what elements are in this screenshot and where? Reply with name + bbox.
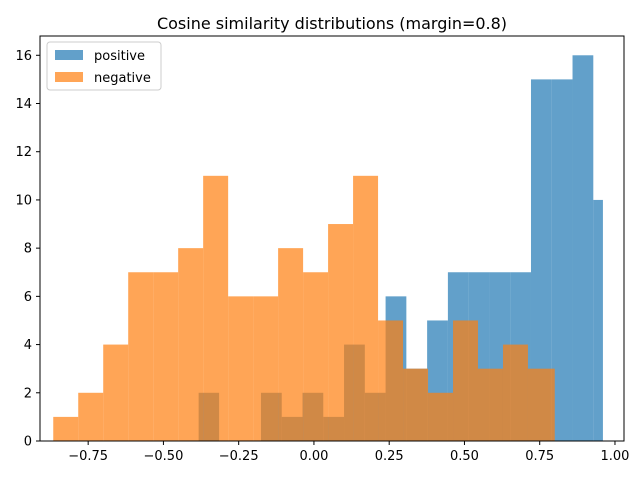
negative-bar <box>153 272 179 441</box>
x-tick-label: 1.00 <box>600 449 629 464</box>
y-tick-label: 16 <box>15 49 32 64</box>
negative-bar <box>527 368 555 441</box>
negative-bar <box>253 296 279 441</box>
negative-bar <box>303 272 329 441</box>
positive-bar <box>572 55 594 442</box>
series-negative <box>53 175 555 442</box>
negative-bar <box>78 392 104 441</box>
negative-bar <box>453 320 478 441</box>
x-tick-label: 0.00 <box>299 449 328 464</box>
positive-bar <box>551 79 573 442</box>
y-tick-label: 0 <box>24 435 32 450</box>
negative-bar <box>128 272 154 441</box>
legend: positive negative <box>46 41 162 91</box>
bars-layer <box>53 55 603 442</box>
positive-bar <box>593 199 603 441</box>
negative-bar <box>353 175 379 442</box>
x-tick-label: −0.50 <box>144 449 184 464</box>
legend-swatch-negative <box>55 72 83 82</box>
negative-bar <box>178 248 204 441</box>
y-tick-label: 12 <box>15 145 32 160</box>
y-tick-label: 4 <box>24 338 32 353</box>
negative-bar <box>502 344 528 441</box>
y-tick-label: 14 <box>15 97 32 112</box>
y-tick-label: 10 <box>15 193 32 208</box>
positive-bar <box>530 79 552 442</box>
legend-swatch-positive <box>55 50 83 60</box>
negative-bar <box>378 320 404 441</box>
negative-bar <box>328 224 354 441</box>
x-tick-label: −0.75 <box>68 449 108 464</box>
negative-bar <box>428 392 454 441</box>
negative-bar <box>478 368 503 441</box>
y-tick-label: 8 <box>24 242 32 257</box>
x-tick-label: −0.25 <box>219 449 259 464</box>
chart-title: Cosine similarity distributions (margin=… <box>157 14 507 33</box>
x-tick-label: 0.25 <box>375 449 404 464</box>
x-tick-label: 0.50 <box>450 449 479 464</box>
negative-bar <box>403 368 429 441</box>
negative-bar <box>103 344 129 441</box>
y-tick-label: 6 <box>24 290 32 305</box>
x-tick-label: 0.75 <box>525 449 554 464</box>
legend-label-positive: positive <box>94 49 145 64</box>
legend-label-negative: negative <box>94 71 151 86</box>
negative-bar <box>203 175 229 442</box>
plot-frame <box>39 35 625 442</box>
negative-bar <box>228 296 254 441</box>
negative-bar <box>278 248 304 441</box>
negative-bar <box>53 416 79 441</box>
axes-layer: −0.75 −0.50 −0.25 0.00 0.25 0.50 0.75 1.00 0 2 4 6 8… <box>15 35 629 464</box>
y-tick-label: 2 <box>24 386 32 401</box>
